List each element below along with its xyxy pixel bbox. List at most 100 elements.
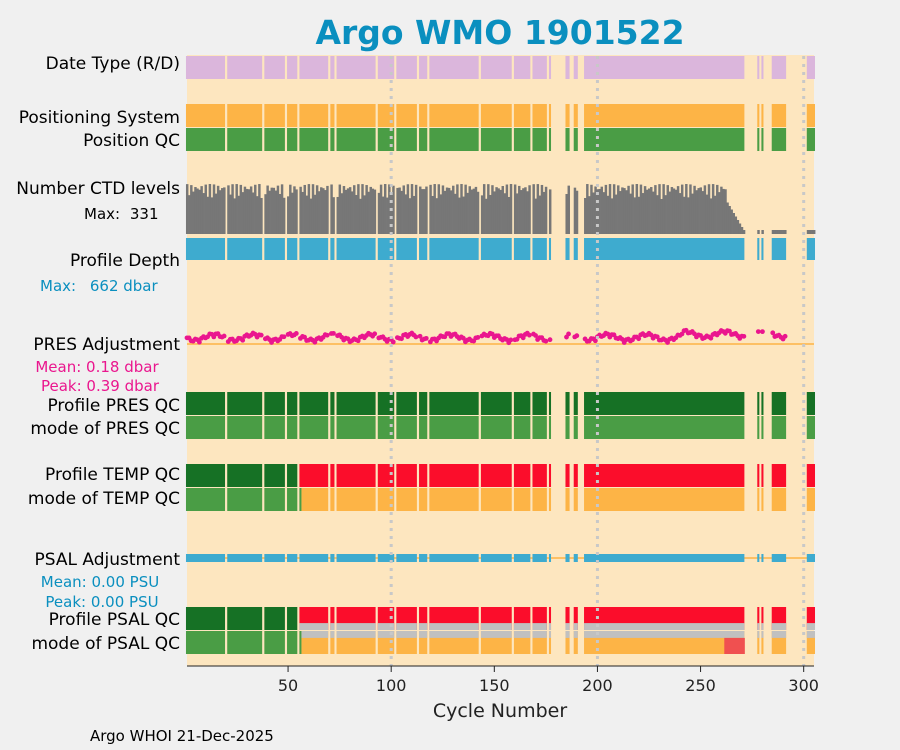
qc-segment	[565, 488, 570, 511]
qc-segment	[287, 104, 298, 127]
ctd-level-bar	[637, 196, 641, 234]
ctd-level-bar	[369, 186, 372, 234]
qc-segment	[227, 416, 263, 439]
qc-segment	[227, 392, 263, 415]
qc-segment	[806, 56, 816, 79]
pres-adjustment-mean: Mean: 0.18 dbar	[35, 358, 159, 376]
ctd-level-bar	[604, 184, 608, 234]
ctd-level-bar	[299, 186, 302, 234]
qc-segment	[548, 416, 552, 439]
ctd-level-bar	[330, 184, 333, 234]
ctd-level-bar	[520, 190, 523, 234]
ctd-level-bar	[650, 187, 653, 234]
qc-segment	[336, 488, 376, 511]
qc-segment	[336, 464, 376, 487]
qc-segment	[806, 128, 816, 151]
ctd-level-bar	[324, 190, 327, 234]
ctd-level-bar	[429, 184, 432, 234]
ctd-level-bar	[208, 184, 212, 234]
ctd-level-bar	[287, 196, 290, 234]
qc-segment	[573, 607, 578, 630]
pres-adjust-point	[760, 329, 765, 335]
ctd-level-bar	[497, 188, 500, 234]
qc-segment	[264, 128, 285, 151]
ctd-level-bar	[685, 184, 688, 234]
ctd-level-bar	[460, 184, 463, 234]
row-label: mode of TEMP QC	[28, 489, 180, 509]
qc-segment	[264, 238, 285, 260]
qc-segment	[548, 607, 552, 630]
ctd-level-bar	[482, 184, 486, 234]
qc-segment	[584, 488, 745, 511]
qc-segment	[287, 607, 298, 630]
qc4-segment	[771, 631, 787, 638]
ctd-level-bar	[342, 186, 346, 234]
ctd-level-bar	[639, 184, 643, 234]
ctd-level-bar	[777, 230, 781, 234]
qc4-segment	[480, 623, 512, 630]
ctd-level-bar	[408, 198, 412, 234]
ctd-level-bar	[381, 196, 385, 234]
ctd-level-bar	[718, 192, 721, 234]
qc-segment	[264, 56, 285, 79]
ctd-level-bar	[449, 190, 453, 234]
qc-segment	[761, 464, 764, 487]
qc-segment	[513, 416, 531, 439]
ctd-level-bar	[507, 196, 511, 234]
ctd-level-bar	[602, 192, 606, 234]
ctd-level-bar	[773, 230, 777, 234]
ctd-level-bar	[241, 192, 245, 234]
qc-segment	[806, 607, 816, 630]
qc-segment	[480, 238, 512, 260]
pres-adjust-point	[331, 330, 336, 336]
pres-adjust-point	[460, 335, 466, 341]
ctd-level-bar	[320, 187, 323, 234]
ctd-level-bar	[654, 185, 657, 234]
ctd-level-bar	[315, 185, 319, 234]
qc-segment	[377, 392, 395, 415]
pres-adjust-point	[755, 329, 761, 335]
ctd-level-bar	[204, 184, 207, 234]
qc-segment	[757, 56, 760, 79]
row-band	[184, 327, 814, 346]
ctd-level-bar	[513, 184, 517, 234]
qc-segment	[513, 128, 531, 151]
ctd-level-bar	[656, 195, 659, 234]
ctd-level-bar	[363, 195, 366, 234]
ctd-level-bar	[270, 187, 273, 234]
qc-segment	[584, 416, 745, 439]
ctd-level-bar	[348, 187, 352, 234]
ctd-level-bar	[254, 184, 257, 234]
qc-segment	[757, 464, 760, 487]
qc-segment	[565, 392, 570, 415]
qc-segment	[185, 631, 226, 654]
ctd-level-bar	[367, 191, 370, 234]
qc-segment	[299, 128, 329, 151]
qc-segment	[757, 607, 760, 630]
ctd-level-bar	[371, 188, 375, 234]
qc-segment	[573, 392, 578, 415]
qc-segment	[548, 631, 552, 654]
ctd-level-bar	[317, 191, 321, 234]
ctd-level-bar	[808, 230, 812, 234]
x-tick-label: 250	[685, 676, 716, 695]
psal-adjust-segment	[513, 554, 531, 562]
x-tick-label: 300	[788, 676, 819, 695]
qc-segment	[548, 56, 552, 79]
ctd-level-bar	[726, 202, 729, 234]
qc-segment	[287, 392, 298, 415]
qc-segment	[299, 631, 302, 654]
qc-segment	[336, 416, 376, 439]
ctd-level-bar	[487, 184, 490, 234]
qc-segment	[185, 128, 226, 151]
ctd-level-bar	[485, 198, 488, 234]
ctd-level-bar	[612, 184, 616, 234]
psal-adjust-segment	[761, 554, 764, 562]
ctd-level-bar	[664, 195, 667, 234]
pres-adjust-point	[281, 334, 287, 340]
qc-segment	[513, 104, 531, 127]
qc-segment	[336, 128, 376, 151]
row-label: Number CTD levels	[16, 179, 180, 199]
ctd-level-bar	[235, 184, 238, 234]
ctd-level-bar	[668, 191, 672, 234]
